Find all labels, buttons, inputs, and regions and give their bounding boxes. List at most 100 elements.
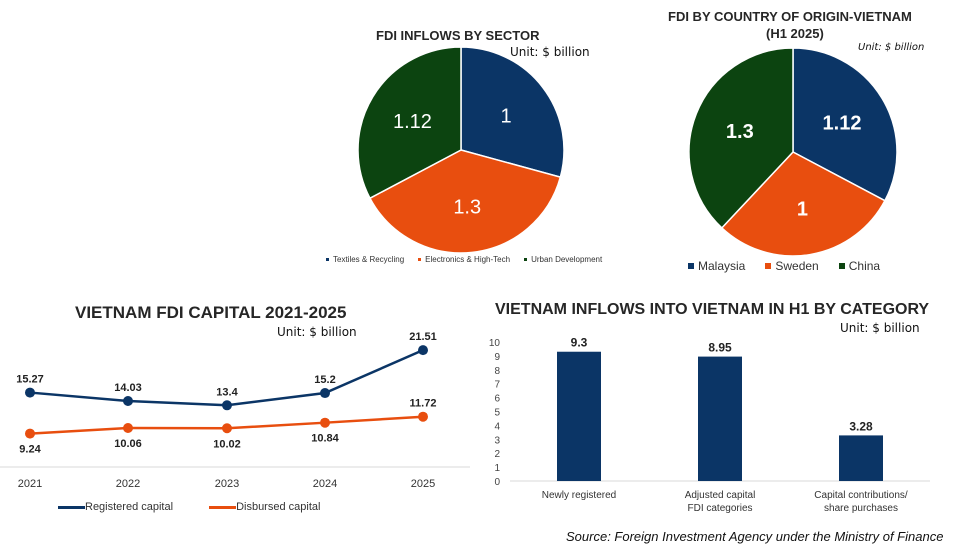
y-tick-label: 10 [489,338,501,349]
y-tick-label: 5 [494,408,500,419]
line-chart-legend: Registered capital Disbursed capital [58,501,320,513]
data-point-disbursed-capital [25,428,35,439]
pie-value-label: 1 [500,106,511,128]
data-point-registered-capital [418,345,428,356]
pie-slice-urban-development [357,46,462,200]
bar-capital-contributions-share-purchases [839,435,883,481]
data-point-disbursed-capital [320,417,330,428]
legend-swatch [688,263,694,269]
pie-slice-textiles-recycling [460,46,565,179]
legend-label: Malaysia [698,259,746,273]
legend-label: Registered capital [85,501,174,513]
legend-item-textiles-recycling: Textiles & Recycling [326,255,404,264]
pie-slice-sweden [720,151,886,257]
x-tick-label: 2023 [215,478,239,490]
x-tick-label: 2022 [116,478,140,490]
bar-chart-title: VIETNAM INFLOWS INTO VIETNAM IN H1 BY CA… [495,301,930,318]
y-tick-label: 0 [494,477,500,488]
data-label: 15.27 [16,374,44,386]
line-chart-title: VIETNAM FDI CAPITAL 2021-2025 [75,303,347,322]
country-pie-unit: Unit: $ billion [858,42,925,53]
data-label: 11.72 [410,398,437,410]
pie-value-label: 1.3 [726,121,754,143]
data-label: 10.02 [213,438,241,450]
legend-label: China [848,259,881,273]
line-chart-unit: Unit: $ billion [277,325,357,339]
x-category-label: Capital contributions/ [814,490,908,501]
country-pie-title: FDI BY COUNTRY OF ORIGIN-VIETNAM [668,9,912,24]
bar-chart-unit: Unit: $ billion [840,321,920,335]
data-point-registered-capital [123,395,133,406]
x-tick-label: 2025 [411,478,435,490]
data-label: 9.24 [19,444,41,456]
data-label: 14.03 [114,382,142,394]
pie-value-label: 1.3 [453,196,481,218]
legend-line-swatch [58,505,85,509]
legend-swatch [418,258,422,261]
y-tick-label: 7 [494,380,500,391]
y-tick-label: 1 [494,463,500,474]
legend-item-electronics-high-tech: Electronics & High-Tech [418,255,510,264]
legend-item-china: China [838,259,881,273]
legend-label: Disbursed capital [236,501,321,513]
data-label: 21.51 [409,331,437,343]
data-point-disbursed-capital [418,411,428,422]
data-label: 10.06 [114,438,142,450]
data-point-registered-capital [25,387,35,398]
legend-label: Sweden [775,259,819,273]
bar-adjusted-capital-fdi-categories [698,356,742,481]
data-label: 13.4 [216,386,238,398]
x-category-label: Adjusted capital [685,490,756,501]
legend-swatch [326,258,329,261]
legend-item-malaysia: Malaysia [688,259,745,273]
data-point-disbursed-capital [222,423,232,434]
bar-value-label: 9.3 [571,336,588,350]
bar-value-label: 3.28 [849,419,873,433]
legend-swatch [524,258,528,261]
legend-line-swatch [209,505,237,509]
legend-item-urban-development: Urban Development [524,255,602,264]
bar-newly-registered [557,351,601,481]
bar-value-label: 8.95 [708,341,732,355]
x-category-label: Newly registered [542,490,616,501]
country-pie-chart: 1.12 1 1.3 [688,47,898,257]
legend-item-sweden: Sweden [765,259,819,273]
bar-chart: 0 1 2 3 4 5 6 7 8 9 10 9.3 Newly registered 8.95 Adjus… [489,336,930,514]
y-tick-label: 4 [494,421,500,432]
pie-slice-malaysia [792,47,898,202]
pie-value-label: 1 [797,198,808,220]
sector-pie-title: FDI INFLOWS BY SECTOR [376,28,540,43]
country-pie-legend: Malaysia Sweden China [688,259,880,273]
y-tick-label: 2 [494,449,500,460]
x-category-label: FDI categories [687,503,752,514]
data-point-disbursed-capital [123,422,133,433]
legend-label: Textiles & Recycling [333,255,405,264]
pie-value-label: 1.12 [823,112,862,134]
legend-label: Urban Development [531,255,603,264]
data-point-registered-capital [320,388,330,399]
pie-slice-china [688,47,794,229]
legend-swatch [765,263,772,269]
pie-slice-electronics-high-tech [368,149,562,254]
y-tick-label: 9 [494,352,500,363]
legend-label: Electronics & High-Tech [425,255,511,264]
sector-pie-legend: Textiles & Recycling Electronics & High-T… [326,255,602,264]
y-tick-label: 8 [494,366,500,377]
x-category-label: share purchases [824,503,898,514]
sector-pie-unit: Unit: $ billion [510,45,590,59]
sector-pie-chart: 1 1.3 1.12 [357,46,565,254]
y-tick-label: 3 [494,435,500,446]
line-chart: 2021 2022 2023 2024 2025 15.27 14.03 13.4 15.2 21… [0,331,470,490]
y-tick-label: 6 [494,394,500,405]
data-label: 10.84 [311,433,339,445]
source-note: Source: Foreign Investment Agency under … [566,529,944,544]
country-pie-subtitle: (H1 2025) [766,26,824,41]
data-point-registered-capital [222,400,232,411]
data-label: 15.2 [314,374,335,386]
legend-item-disbursed-capital: Disbursed capital [209,501,320,513]
legend-item-registered-capital: Registered capital [58,501,173,513]
x-tick-label: 2024 [313,478,337,490]
legend-swatch [838,263,845,269]
pie-value-label: 1.12 [393,111,432,133]
x-tick-label: 2021 [18,478,42,490]
